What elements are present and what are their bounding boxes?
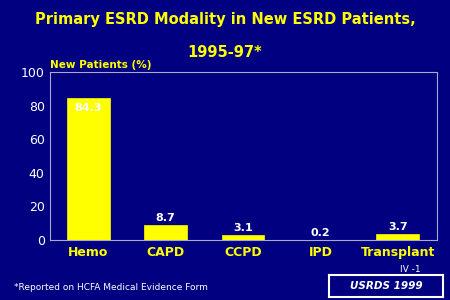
Bar <box>67 98 110 240</box>
Text: Primary ESRD Modality in New ESRD Patients,: Primary ESRD Modality in New ESRD Patien… <box>35 12 415 27</box>
Text: 8.7: 8.7 <box>156 213 176 224</box>
Text: 0.2: 0.2 <box>310 228 330 238</box>
Bar <box>144 225 187 240</box>
Text: 3.7: 3.7 <box>388 222 407 232</box>
Text: *Reported on HCFA Medical Evidence Form: *Reported on HCFA Medical Evidence Form <box>14 284 207 292</box>
Text: IV -1: IV -1 <box>400 266 421 274</box>
Text: 1995-97*: 1995-97* <box>188 45 262 60</box>
Text: USRDS 1999: USRDS 1999 <box>350 281 422 291</box>
Bar <box>222 235 264 240</box>
Text: New Patients (%): New Patients (%) <box>50 60 151 70</box>
Text: 84.3: 84.3 <box>75 103 102 113</box>
Text: 3.1: 3.1 <box>233 223 253 233</box>
Bar <box>376 234 419 240</box>
